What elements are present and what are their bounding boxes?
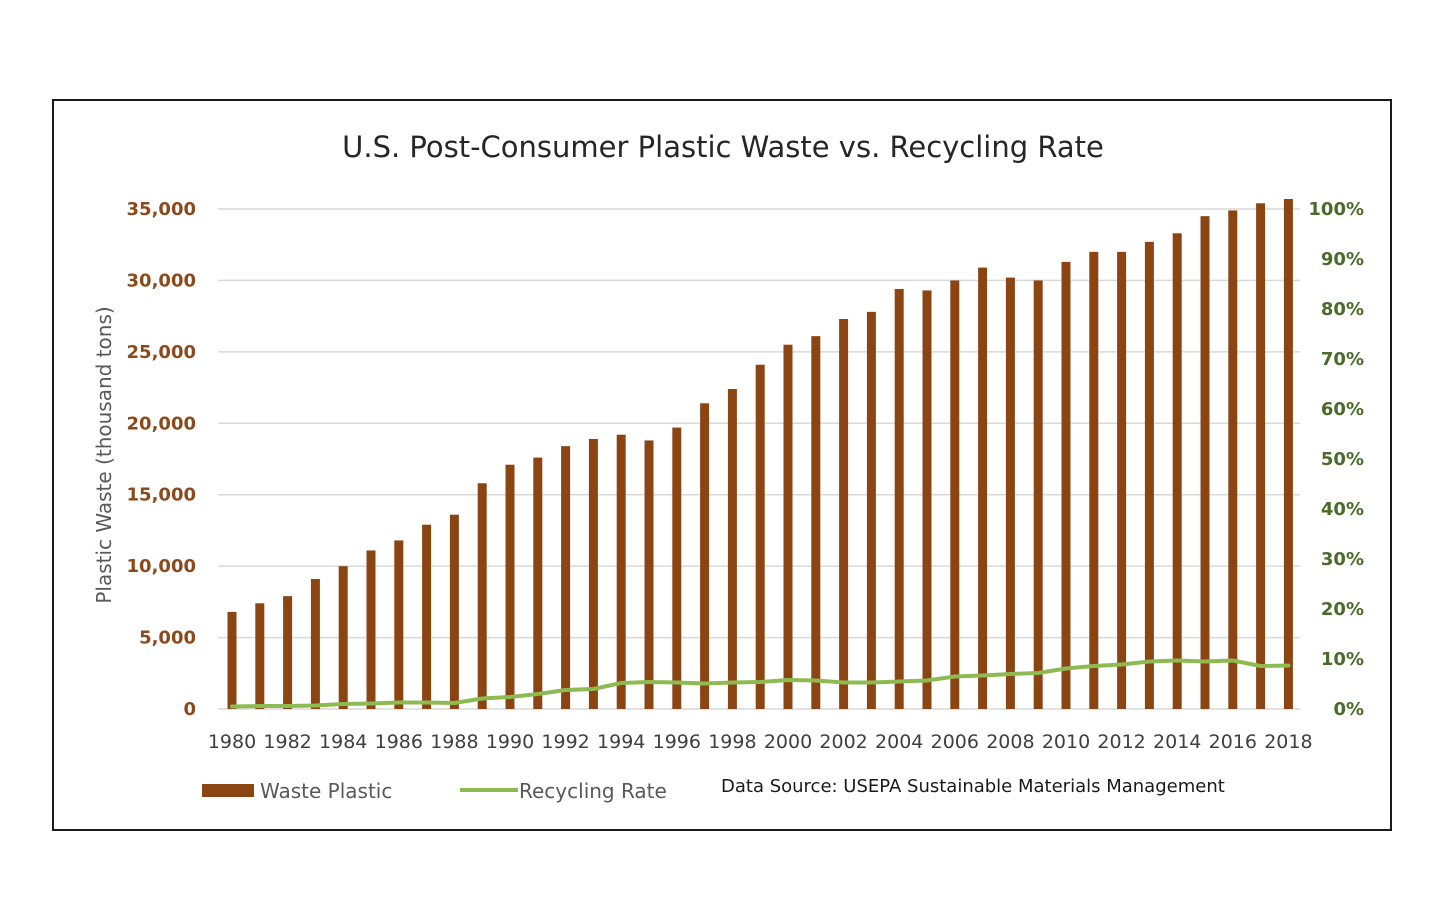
bar-waste-plastic	[894, 289, 904, 709]
bar-waste-plastic	[227, 611, 237, 709]
x-tick-label: 1986	[375, 731, 423, 753]
bar-waste-plastic	[922, 290, 932, 709]
y-axis-label: Plastic Waste (thousand tons)	[92, 306, 116, 603]
legend-label-waste-plastic: Waste Plastic	[260, 779, 392, 803]
y-tick-label-right: 50%	[1321, 449, 1364, 470]
bar-waste-plastic	[366, 550, 376, 709]
bar-waste-plastic	[700, 403, 710, 709]
x-tick-label: 2008	[986, 731, 1034, 753]
y-tick-label-left: 35,000	[127, 199, 196, 220]
chart-frame: U.S. Post-Consumer Plastic Waste vs. Rec…	[52, 99, 1392, 831]
bar-waste-plastic	[1117, 251, 1127, 709]
bar-waste-plastic	[839, 319, 849, 709]
bar-waste-plastic	[1033, 280, 1043, 709]
x-tick-label: 1982	[263, 731, 311, 753]
bar-waste-plastic	[449, 514, 459, 709]
x-tick-label: 2010	[1042, 731, 1090, 753]
legend: Waste Plastic Recycling Rate Data Source…	[202, 776, 1225, 803]
bar-series-waste-plastic	[227, 199, 1293, 710]
bar-waste-plastic	[505, 464, 515, 709]
bar-waste-plastic	[950, 280, 960, 709]
bar-waste-plastic	[1228, 210, 1238, 709]
line-recycling-rate	[230, 658, 1291, 709]
y-tick-label-right: 60%	[1321, 399, 1364, 420]
bar-waste-plastic	[283, 596, 293, 709]
y-tick-label-right: 20%	[1321, 599, 1364, 620]
x-tick-label: 1984	[319, 731, 367, 753]
y-tick-label-right: 80%	[1321, 299, 1364, 320]
y-tick-label-right: 100%	[1308, 199, 1364, 220]
bar-waste-plastic	[1061, 261, 1071, 709]
bar-waste-plastic	[255, 603, 265, 709]
x-tick-label: 1992	[541, 731, 589, 753]
chart-canvas: U.S. Post-Consumer Plastic Waste vs. Rec…	[92, 130, 1364, 803]
x-tick-label: 2006	[931, 731, 979, 753]
bar-waste-plastic	[672, 427, 682, 709]
y-tick-label-left: 0	[183, 699, 196, 720]
left-axis-ticks: 0 5,000 10,000 15,000 20,000 25,000 30,000 35,0…	[127, 199, 196, 720]
bar-waste-plastic	[1144, 241, 1154, 709]
y-tick-label-left: 15,000	[127, 485, 196, 506]
bar-waste-plastic	[561, 446, 571, 709]
bar-waste-plastic	[588, 439, 598, 709]
data-source-note: Data Source: USEPA Sustainable Materials…	[721, 776, 1225, 797]
bar-waste-plastic	[1283, 199, 1293, 709]
x-tick-label: 2004	[875, 731, 923, 753]
y-tick-label-right: 0%	[1333, 699, 1364, 720]
y-tick-label-left: 25,000	[127, 342, 196, 363]
x-tick-label: 2014	[1153, 731, 1201, 753]
bar-waste-plastic	[978, 267, 988, 709]
y-tick-label-right: 40%	[1321, 499, 1364, 520]
legend-swatch-waste-plastic	[202, 784, 254, 797]
y-tick-label-right: 70%	[1321, 349, 1364, 370]
x-tick-label: 2018	[1264, 731, 1312, 753]
bar-waste-plastic	[477, 483, 487, 709]
x-tick-label: 2012	[1097, 731, 1145, 753]
bar-waste-plastic	[422, 524, 432, 709]
bar-waste-plastic	[310, 579, 320, 709]
bar-waste-plastic	[811, 336, 821, 709]
bar-waste-plastic	[616, 434, 626, 709]
line-series-recycling-rate	[230, 658, 1291, 709]
x-tick-label: 1996	[653, 731, 701, 753]
y-tick-label-right: 30%	[1321, 549, 1364, 570]
y-tick-label-right: 10%	[1321, 649, 1364, 670]
bar-waste-plastic	[1200, 216, 1210, 709]
bar-waste-plastic	[644, 440, 654, 709]
bar-waste-plastic	[1256, 203, 1266, 709]
x-tick-label: 2016	[1209, 731, 1257, 753]
bar-waste-plastic	[783, 344, 793, 709]
bar-waste-plastic	[727, 389, 737, 709]
y-tick-label-left: 10,000	[127, 556, 196, 577]
legend-label-recycling-rate: Recycling Rate	[519, 779, 667, 803]
y-tick-label-left: 20,000	[127, 413, 196, 434]
bar-waste-plastic	[1089, 251, 1099, 709]
x-tick-label: 1998	[708, 731, 756, 753]
y-tick-label-left: 5,000	[139, 628, 196, 649]
bar-waste-plastic	[533, 457, 543, 709]
x-tick-label: 1994	[597, 731, 645, 753]
bar-waste-plastic	[866, 311, 876, 709]
x-tick-label: 1980	[208, 731, 256, 753]
bar-waste-plastic	[338, 566, 348, 709]
y-tick-label-left: 30,000	[127, 270, 196, 291]
bar-waste-plastic	[1172, 233, 1182, 710]
x-axis-ticks: 1980 1982 1984 1986 1988 1990 1992 1994 1996 1998…	[208, 731, 1313, 753]
bar-waste-plastic	[1005, 277, 1015, 709]
chart-title: U.S. Post-Consumer Plastic Waste vs. Rec…	[342, 130, 1104, 164]
x-tick-label: 1990	[486, 731, 534, 753]
x-tick-label: 2000	[764, 731, 812, 753]
x-tick-label: 1988	[430, 731, 478, 753]
bar-waste-plastic	[394, 540, 404, 709]
y-tick-label-right: 90%	[1321, 249, 1364, 270]
right-axis-ticks: 0% 10% 20% 30% 40% 50% 60% 70% 80% 90% 100%	[1308, 199, 1364, 720]
bar-waste-plastic	[755, 364, 765, 709]
x-tick-label: 2002	[819, 731, 867, 753]
